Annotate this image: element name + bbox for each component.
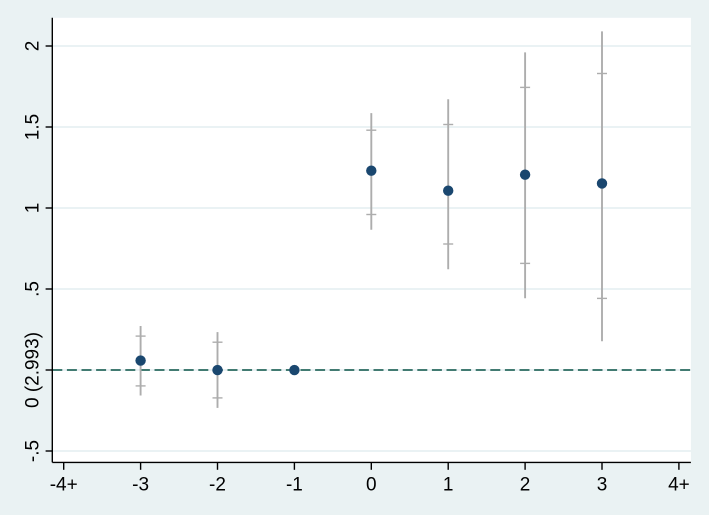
svg-text:1.5: 1.5: [23, 114, 44, 140]
svg-text:-2: -2: [209, 475, 226, 496]
svg-text:-3: -3: [132, 475, 149, 496]
svg-text:4+: 4+: [668, 475, 690, 496]
svg-text:-4+: -4+: [50, 475, 78, 496]
svg-text:1: 1: [443, 475, 454, 496]
svg-text:-.5: -.5: [23, 440, 44, 462]
svg-text:2: 2: [23, 41, 44, 52]
svg-text:2: 2: [520, 475, 531, 496]
svg-text:0 (2.993): 0 (2.993): [23, 332, 44, 408]
svg-text:.5: .5: [23, 281, 44, 297]
svg-text:0: 0: [366, 475, 377, 496]
svg-text:3: 3: [597, 475, 608, 496]
svg-text:1: 1: [23, 203, 44, 214]
svg-text:-1: -1: [286, 475, 303, 496]
